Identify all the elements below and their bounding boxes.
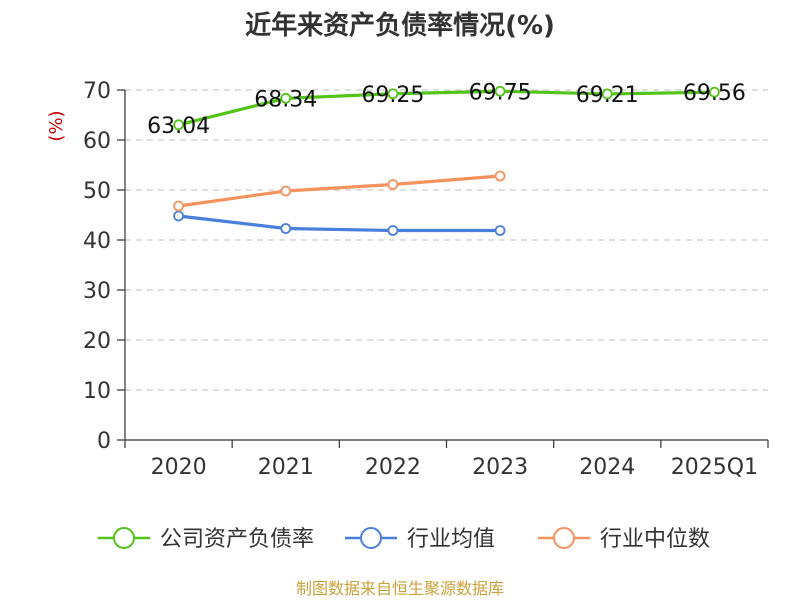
data-point xyxy=(601,88,613,100)
legend-marker xyxy=(113,527,135,549)
legend-marker xyxy=(553,527,575,549)
series-group xyxy=(173,85,720,236)
x-tick-label: 2021 xyxy=(258,455,314,480)
data-point xyxy=(173,210,184,222)
x-tick-label: 2022 xyxy=(365,455,421,480)
legend-label: 行业均值 xyxy=(407,527,495,552)
x-tick-label: 2023 xyxy=(472,455,528,480)
legend: 公司资产负债率 行业均值 行业中位数 xyxy=(98,527,710,552)
x-tick-label: 2024 xyxy=(579,455,635,480)
data-point xyxy=(494,85,506,97)
y-tick-label: 20 xyxy=(83,329,111,354)
series-line xyxy=(176,214,502,233)
data-label: 68.34 xyxy=(254,87,317,112)
data-point xyxy=(387,88,399,100)
series-line xyxy=(176,89,717,127)
data-point xyxy=(494,225,506,236)
y-tick-label: 0 xyxy=(97,429,111,454)
x-tick-label: 2025Q1 xyxy=(671,455,758,480)
data-labels: 63.04 68.34 69.25 69.75 69.21 69.56 xyxy=(147,80,746,139)
data-label: 69.75 xyxy=(469,80,532,105)
y-tick-label: 10 xyxy=(83,379,111,404)
source-note: 制图数据来自恒生聚源数据库 xyxy=(296,579,504,598)
y-tick-label: 30 xyxy=(83,279,111,304)
data-point xyxy=(709,86,720,98)
data-point xyxy=(173,200,184,212)
data-label: 69.56 xyxy=(683,81,746,106)
data-point xyxy=(280,223,292,234)
data-point xyxy=(387,225,399,236)
legend-label: 公司资产负债率 xyxy=(160,527,314,552)
data-point xyxy=(280,92,292,104)
y-axis-label: (%) xyxy=(46,110,67,141)
legend-label: 行业中位数 xyxy=(600,527,710,552)
chart-title: 近年来资产负债率情况(%) xyxy=(245,10,555,41)
series-line xyxy=(176,174,502,208)
data-point xyxy=(387,179,399,190)
y-tick-label: 40 xyxy=(83,229,111,254)
data-point xyxy=(280,185,292,197)
data-label: 63.04 xyxy=(147,114,210,139)
data-label: 69.21 xyxy=(576,83,639,108)
x-tick-label: 2020 xyxy=(151,455,207,480)
data-point xyxy=(494,170,506,182)
grid xyxy=(125,89,768,391)
y-tick-label: 50 xyxy=(83,179,111,204)
legend-marker xyxy=(360,527,382,549)
data-label: 69.25 xyxy=(361,83,424,108)
y-tick-label: 70 xyxy=(83,79,111,104)
data-point xyxy=(173,119,184,131)
axes: 0 10 20 30 40 50 60 70 2020 2021 2022 2023 2024 2025Q… xyxy=(83,79,769,480)
y-tick-label: 60 xyxy=(83,129,111,154)
